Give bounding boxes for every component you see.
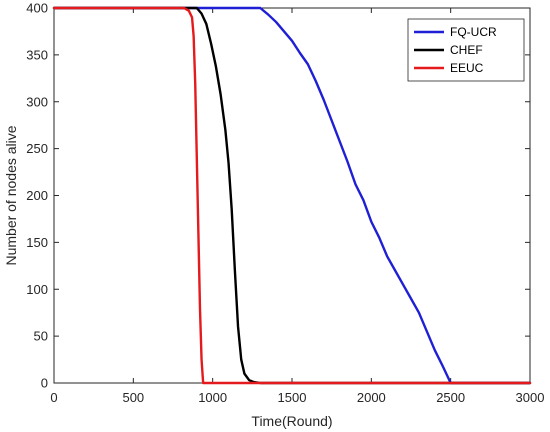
y-tick-label: 150: [26, 235, 48, 250]
y-tick-label: 400: [26, 1, 48, 16]
x-tick-label: 1500: [278, 390, 307, 405]
y-tick-label: 250: [26, 141, 48, 156]
x-tick-label: 500: [122, 390, 144, 405]
y-tick-label: 100: [26, 282, 48, 297]
y-tick-label: 50: [34, 329, 48, 344]
series-line-chef: [52, 6, 532, 385]
x-tick-label: 2000: [357, 390, 386, 405]
x-tick-label: 2500: [436, 390, 465, 405]
series-line-fq-ucr: [52, 6, 532, 385]
legend-label: CHEF: [450, 43, 483, 57]
y-tick-label: 300: [26, 94, 48, 109]
x-axis-title: Time(Round): [251, 413, 332, 429]
series-line-eeuc: [52, 6, 532, 385]
y-tick-label: 200: [26, 188, 48, 203]
x-tick-label: 1000: [198, 390, 227, 405]
y-tick-label: 0: [41, 376, 48, 391]
y-axis-title: Number of nodes alive: [3, 125, 19, 265]
y-tick-label: 350: [26, 47, 48, 62]
legend-label: EEUC: [450, 61, 484, 75]
legend-label: FQ-UCR: [450, 25, 497, 39]
x-tick-label: 0: [50, 390, 57, 405]
series-lines: [52, 6, 532, 385]
legend: FQ-UCR CHEF EEUC: [407, 18, 525, 82]
x-tick-label: 3000: [516, 390, 545, 405]
